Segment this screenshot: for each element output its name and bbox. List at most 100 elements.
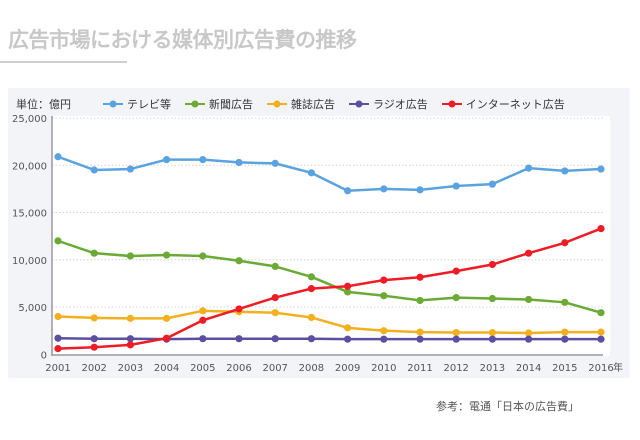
legend-marker-icon — [349, 100, 369, 108]
series-3-point — [488, 335, 496, 343]
legend-label: ラジオ広告 — [373, 98, 428, 111]
series-0-point — [54, 153, 62, 161]
series-2-point — [126, 314, 134, 322]
legend-item: テレビ等 — [103, 96, 171, 112]
series-0-point — [416, 186, 424, 194]
x-tick-label: 2005 — [190, 363, 215, 374]
series-4-point — [488, 260, 496, 269]
series-3-point — [597, 335, 605, 343]
series-4-point — [54, 345, 62, 353]
series-2-point — [380, 327, 388, 335]
series-0-point — [488, 180, 496, 188]
series-1-point — [452, 293, 460, 302]
series-4-point — [90, 343, 98, 351]
x-tick-label: 2013 — [480, 363, 505, 374]
series-3-point — [235, 335, 243, 343]
series-3-point — [452, 335, 460, 343]
plot-area — [52, 116, 610, 356]
source-note: 参考：電通「日本の広告費」 — [436, 400, 579, 413]
x-tick-label: 2009 — [335, 363, 360, 374]
series-3-point — [416, 335, 424, 343]
x-tick-label: 2010 — [371, 363, 396, 374]
series-3-point — [561, 335, 569, 343]
series-0-point — [90, 166, 98, 174]
x-tick-label: 2007 — [262, 363, 287, 374]
y-tick-label: 0 — [41, 350, 47, 361]
x-tick-label: 2006 — [226, 363, 251, 374]
x-tick-label: 2004 — [154, 363, 179, 374]
x-axis-unit: 年 — [613, 361, 623, 374]
legend-marker-icon — [267, 100, 287, 108]
series-1-point — [597, 309, 605, 317]
series-2-point — [597, 328, 605, 336]
series-3-point — [344, 335, 352, 343]
page-title: 広告市場における媒体別広告費の推移 — [8, 28, 357, 52]
series-2-point — [416, 328, 424, 336]
series-2-point — [561, 328, 569, 336]
series-2-point — [54, 312, 62, 321]
unit-label: 単位：億円 — [16, 98, 71, 111]
series-2-point — [488, 328, 496, 337]
x-tick-label: 2011 — [407, 363, 432, 374]
series-0-point — [525, 164, 533, 172]
series-1-point — [235, 257, 243, 265]
series-4-point — [416, 273, 424, 281]
legend-marker-icon — [103, 100, 123, 108]
legend-label: インターネット広告 — [465, 98, 565, 111]
series-1-point — [54, 237, 62, 245]
series-0-point — [380, 185, 388, 193]
series-0-point — [561, 167, 569, 175]
series-3-point — [380, 335, 388, 343]
series-1-point — [488, 294, 496, 303]
series-3-line — [57, 336, 601, 341]
series-4-point — [235, 305, 243, 313]
series-4-point — [452, 267, 460, 275]
series-1-point — [380, 292, 388, 300]
series-0-point — [199, 155, 207, 164]
series-2-point — [163, 314, 171, 322]
series-1-line — [57, 239, 602, 314]
series-3-point — [90, 335, 98, 343]
y-tick-label: 15,000 — [12, 209, 47, 220]
series-1-point — [199, 252, 207, 260]
y-tick-label: 10,000 — [12, 256, 47, 267]
legend-label: 雑誌広告 — [291, 98, 335, 111]
x-tick-label: 2008 — [299, 363, 324, 374]
series-0-point — [235, 158, 243, 167]
legend-item: インターネット広告 — [441, 96, 565, 112]
series-2-point — [452, 328, 460, 337]
legend-marker-icon — [185, 100, 205, 108]
series-2-point — [271, 309, 279, 317]
series-4-point — [344, 282, 352, 290]
series-1-point — [416, 296, 424, 305]
legend-label: 新聞広告 — [209, 98, 253, 111]
series-1-point — [344, 288, 352, 296]
series-2-point — [525, 329, 533, 337]
series-4-point — [271, 293, 279, 302]
x-tick-label: 2002 — [81, 363, 106, 374]
series-2-line — [57, 309, 601, 335]
series-1-point — [561, 298, 569, 306]
series-1-point — [126, 252, 134, 260]
series-4-point — [380, 276, 388, 284]
x-tick-label: 2003 — [118, 363, 143, 374]
x-tick-label: 2001 — [45, 363, 70, 374]
legend-label: テレビ等 — [127, 98, 171, 111]
series-2-point — [307, 313, 315, 322]
series-2-point — [199, 307, 207, 315]
series-4-point — [307, 285, 315, 293]
y-tick-label: 5,000 — [18, 303, 47, 314]
x-tick-label: 2012 — [443, 363, 468, 374]
y-tick-label: 20,000 — [12, 161, 47, 172]
legend: テレビ等 新聞広告 雑誌広告 ラジオ広告 インターネット広告 — [103, 96, 565, 112]
series-4-line — [57, 227, 602, 350]
series-4-point — [525, 249, 533, 257]
series-0-point — [271, 159, 279, 167]
series-4-point — [126, 341, 134, 349]
series-4-point — [163, 334, 171, 342]
x-tick-label: 2014 — [516, 363, 541, 374]
series-3-point — [271, 335, 279, 343]
series-3-point — [525, 335, 533, 343]
series-3-point — [199, 335, 207, 343]
